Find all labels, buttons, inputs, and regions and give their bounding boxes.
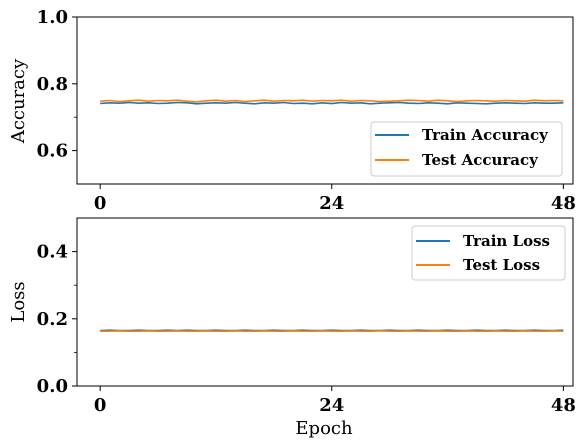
- loss-panel: Loss Epoch 0.0 0.2 0.4 0 24 48 Train Loss Tes…: [8, 217, 576, 439]
- accuracy-legend: Train Accuracy Test Accuracy: [370, 121, 563, 177]
- loss-plot-area: 0.0 0.2 0.4 0 24 48: [37, 217, 576, 416]
- accuracy-x-tick-label: 48: [551, 193, 576, 214]
- loss-y-tick-label: 0.2: [37, 309, 68, 330]
- accuracy-series-test-accuracy: [100, 99, 564, 103]
- loss-x-axis-label: Epoch: [295, 418, 353, 439]
- loss-x-tick-label: 0: [94, 395, 107, 416]
- accuracy-panel: Accuracy 0.6 0.8 1.0 0 24 48 Train Accuracy T…: [8, 7, 576, 214]
- loss-y-tick-label: 0.0: [37, 376, 68, 397]
- legend-label-test-loss: Test Loss: [463, 256, 540, 274]
- accuracy-y-tick-label: 1.0: [37, 7, 68, 28]
- accuracy-axes-frame: [76, 16, 574, 185]
- accuracy-y-tick-label: 0.8: [37, 74, 68, 95]
- loss-x-tick-label: 48: [551, 395, 576, 416]
- legend-label-train-loss: Train Loss: [463, 232, 550, 250]
- loss-y-axis-label: Loss: [8, 281, 29, 322]
- loss-x-tick-label: 24: [319, 395, 344, 416]
- accuracy-y-tick-label: 0.6: [37, 141, 68, 162]
- accuracy-y-axis-label: Accuracy: [8, 58, 29, 144]
- accuracy-series-train-accuracy: [100, 101, 564, 105]
- loss-legend: Train Loss Test Loss: [411, 225, 566, 281]
- accuracy-x-tick-label: 24: [319, 193, 344, 214]
- loss-y-tick-label: 0.4: [37, 242, 68, 263]
- legend-label-train-accuracy: Train Accuracy: [422, 126, 549, 144]
- loss-axes-frame: [76, 217, 574, 387]
- legend-label-test-accuracy: Test Accuracy: [422, 151, 539, 169]
- accuracy-x-tick-label: 0: [94, 193, 107, 214]
- accuracy-plot-area: 0.6 0.8 1.0 0 24 48: [37, 7, 576, 214]
